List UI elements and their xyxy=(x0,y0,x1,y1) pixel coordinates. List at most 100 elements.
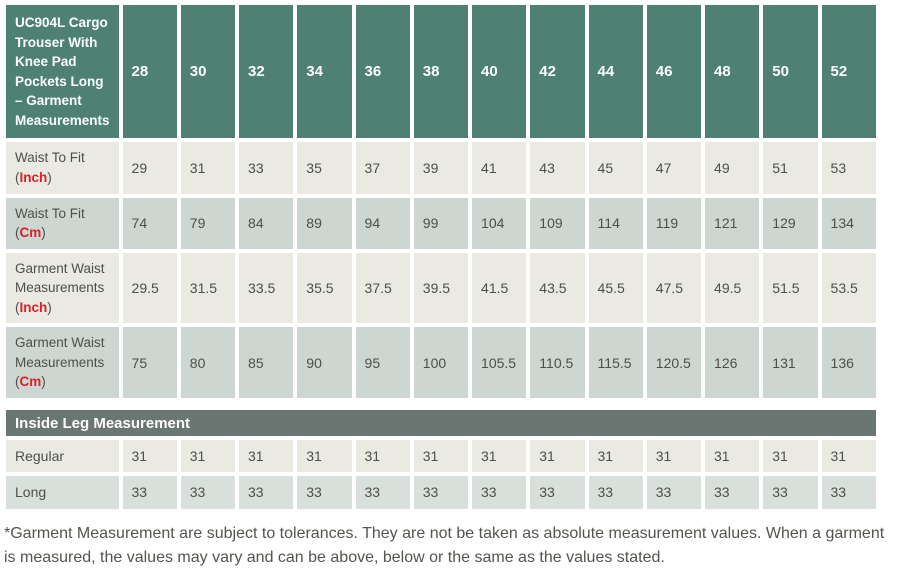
measurement-value: 126 xyxy=(705,327,760,398)
measurement-value: 33 xyxy=(239,476,294,509)
measurement-value: 100 xyxy=(413,327,469,398)
measurement-value: 33 xyxy=(530,476,585,509)
measurement-value: 33 xyxy=(472,476,527,509)
table-title: UC904L Cargo Trouser With Knee Pad Pocke… xyxy=(6,5,119,139)
table-row: Waist To Fit (Inch) 29 31 33 35 37 39 41 43 45 47 4… xyxy=(6,142,876,194)
garment-measurements-table: UC904L Cargo Trouser With Knee Pad Pocke… xyxy=(2,1,880,402)
measurement-value: 37.5 xyxy=(355,252,410,324)
measurement-value: 33 xyxy=(122,476,177,509)
measurement-value: 94 xyxy=(355,197,410,249)
row-label: Garment Waist Measurements (Inch) xyxy=(6,252,119,324)
measurement-value: 33 xyxy=(705,476,760,509)
measurement-value: 31 xyxy=(122,440,177,473)
measurement-value: 33 xyxy=(646,476,702,509)
measurement-value: 31 xyxy=(297,440,352,473)
measurement-value: 95 xyxy=(355,327,410,398)
measurement-value: 129 xyxy=(763,197,818,249)
table-row: Regular 31 31 31 31 31 31 31 31 31 31 31 31 31 xyxy=(6,440,876,473)
size-column-header: 48 xyxy=(705,5,760,139)
measurement-value: 31 xyxy=(355,440,410,473)
measurement-value: 31 xyxy=(472,440,527,473)
measurement-value: 79 xyxy=(180,197,236,249)
measurement-value: 35.5 xyxy=(297,252,352,324)
measurement-value: 33 xyxy=(180,476,236,509)
measurement-value: 39 xyxy=(413,142,469,194)
measurement-value: 119 xyxy=(646,197,702,249)
measurement-value: 33 xyxy=(355,476,410,509)
measurement-value: 37 xyxy=(355,142,410,194)
measurement-value: 89 xyxy=(297,197,352,249)
measurement-value: 85 xyxy=(239,327,294,398)
row-label: Garment Waist Measurements (Cm) xyxy=(6,327,119,398)
measurement-value: 33 xyxy=(588,476,643,509)
measurement-value: 84 xyxy=(239,197,294,249)
measurement-value: 99 xyxy=(413,197,469,249)
row-unit: (Inch) xyxy=(15,169,52,185)
size-column-header: 34 xyxy=(297,5,352,139)
measurement-value: 31 xyxy=(530,440,585,473)
measurement-value: 29.5 xyxy=(122,252,177,324)
size-column-header: 40 xyxy=(472,5,527,139)
size-column-header: 42 xyxy=(530,5,585,139)
measurement-value: 114 xyxy=(588,197,643,249)
measurement-value: 74 xyxy=(122,197,177,249)
measurement-value: 47 xyxy=(646,142,702,194)
measurement-value: 33 xyxy=(413,476,469,509)
table-row: Garment Waist Measurements (Cm) 75 80 85 90 9… xyxy=(6,327,876,398)
measurement-value: 35 xyxy=(297,142,352,194)
measurement-value: 51 xyxy=(763,142,818,194)
size-column-header: 36 xyxy=(355,5,410,139)
tolerance-footnote: *Garment Measurement are subject to tole… xyxy=(4,524,885,566)
measurement-value: 136 xyxy=(821,327,876,398)
measurement-value: 80 xyxy=(180,327,236,398)
row-unit-text: Cm xyxy=(19,374,42,390)
measurement-value: 120.5 xyxy=(646,327,702,398)
measurement-value: 33 xyxy=(297,476,352,509)
row-label: Waist To Fit (Inch) xyxy=(6,142,119,194)
measurement-value: 39.5 xyxy=(413,252,469,324)
table-row: Long 33 33 33 33 33 33 33 33 33 33 33 33 33 xyxy=(6,476,876,509)
measurement-value: 31 xyxy=(763,440,818,473)
measurement-value: 31 xyxy=(705,440,760,473)
measurement-value: 33 xyxy=(239,142,294,194)
measurement-value: 31 xyxy=(646,440,702,473)
measurement-value: 49.5 xyxy=(705,252,760,324)
row-unit: (Cm) xyxy=(15,374,46,390)
inside-leg-title: Inside Leg Measurement xyxy=(6,410,876,436)
measurement-value: 43 xyxy=(530,142,585,194)
row-unit-text: Inch xyxy=(19,299,48,315)
size-header-row: UC904L Cargo Trouser With Knee Pad Pocke… xyxy=(6,5,876,139)
measurement-value: 115.5 xyxy=(588,327,643,398)
size-column-header: 52 xyxy=(821,5,876,139)
measurement-value: 31 xyxy=(180,142,236,194)
measurement-value: 43.5 xyxy=(530,252,585,324)
size-column-header: 32 xyxy=(239,5,294,139)
measurement-value: 31 xyxy=(413,440,469,473)
measurement-value: 41.5 xyxy=(472,252,527,324)
measurement-value: 90 xyxy=(297,327,352,398)
measurement-value: 31 xyxy=(588,440,643,473)
measurement-value: 47.5 xyxy=(646,252,702,324)
row-label: Waist To Fit (Cm) xyxy=(6,197,119,249)
measurement-value: 134 xyxy=(821,197,876,249)
inside-leg-table: Inside Leg Measurement Regular 31 31 31 31 31… xyxy=(2,406,880,513)
size-column-header: 28 xyxy=(122,5,177,139)
measurement-value: 110.5 xyxy=(530,327,585,398)
measurement-value: 45 xyxy=(588,142,643,194)
size-column-header: 44 xyxy=(588,5,643,139)
row-unit: (Cm) xyxy=(15,225,46,241)
measurement-value: 41 xyxy=(472,142,527,194)
row-unit-text: Cm xyxy=(19,225,42,241)
measurement-value: 31 xyxy=(821,440,876,473)
table-row: Garment Waist Measurements (Inch) 29.5 31.… xyxy=(6,252,876,324)
row-label: Regular xyxy=(6,440,119,473)
measurement-value: 104 xyxy=(472,197,527,249)
measurement-value: 53.5 xyxy=(821,252,876,324)
measurement-value: 109 xyxy=(530,197,585,249)
measurement-value: 49 xyxy=(705,142,760,194)
size-column-header: 30 xyxy=(180,5,236,139)
measurement-value: 29 xyxy=(122,142,177,194)
measurement-value: 45.5 xyxy=(588,252,643,324)
measurement-value: 53 xyxy=(821,142,876,194)
size-column-header: 46 xyxy=(646,5,702,139)
